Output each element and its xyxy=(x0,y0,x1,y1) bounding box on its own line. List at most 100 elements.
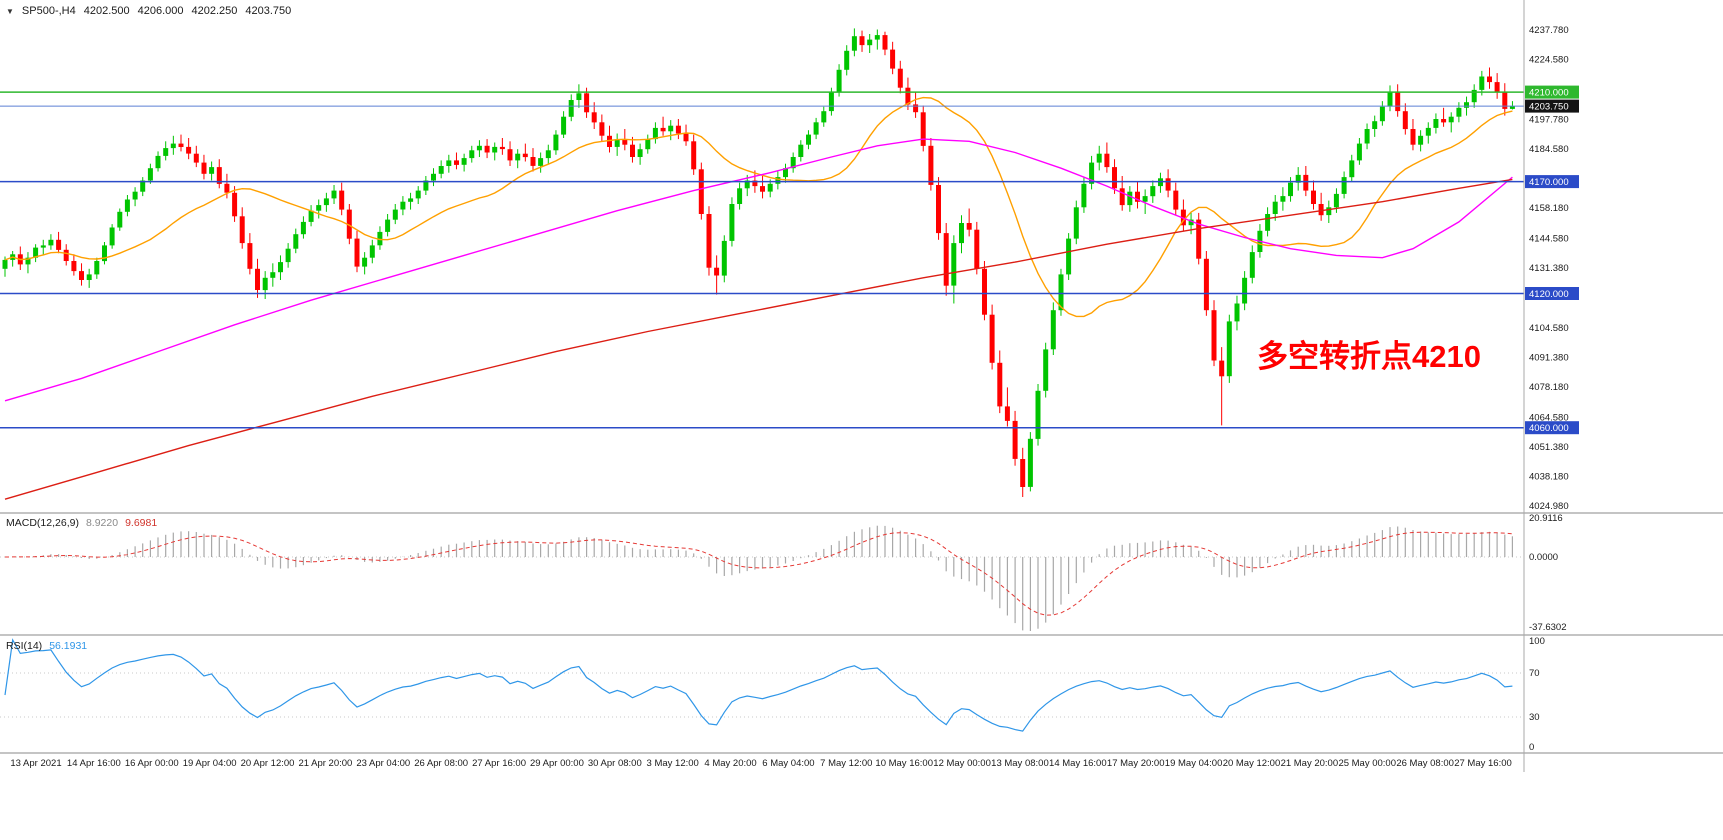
candle xyxy=(568,100,574,117)
candle xyxy=(897,68,903,88)
svg-text:0.0000: 0.0000 xyxy=(1529,552,1558,563)
svg-text:4158.180: 4158.180 xyxy=(1529,203,1569,214)
candle xyxy=(698,169,704,214)
candle xyxy=(1188,219,1194,226)
candle xyxy=(1502,92,1508,109)
candle xyxy=(423,180,429,191)
candle xyxy=(63,249,69,261)
panel-separator[interactable] xyxy=(0,752,1723,754)
ohlc-high: 4206.000 xyxy=(137,5,184,17)
candle xyxy=(216,167,222,184)
candle xyxy=(1219,360,1225,377)
candle xyxy=(86,274,92,280)
candle xyxy=(553,134,559,151)
svg-text:4210.000: 4210.000 xyxy=(1529,88,1569,99)
svg-text:4131.380: 4131.380 xyxy=(1529,263,1569,274)
candle xyxy=(1418,135,1424,145)
panel-separator[interactable] xyxy=(0,634,1723,636)
candle xyxy=(1341,177,1347,194)
svg-text:4104.580: 4104.580 xyxy=(1529,323,1569,334)
svg-text:4197.780: 4197.780 xyxy=(1529,115,1569,126)
candle xyxy=(783,168,788,178)
svg-text:25 May 00:00: 25 May 00:00 xyxy=(1338,758,1396,769)
svg-text:70: 70 xyxy=(1529,668,1540,679)
candle xyxy=(1050,310,1056,350)
candle xyxy=(1494,82,1500,93)
candle xyxy=(1043,349,1049,391)
candle xyxy=(675,125,681,134)
candle xyxy=(1425,127,1431,136)
candle xyxy=(392,209,398,220)
svg-text:4060.000: 4060.000 xyxy=(1529,423,1569,434)
candle xyxy=(1379,106,1385,122)
candle xyxy=(905,87,911,105)
candle xyxy=(828,92,834,112)
svg-text:-37.6302: -37.6302 xyxy=(1529,622,1567,633)
candle xyxy=(1135,191,1140,202)
candle xyxy=(415,190,421,199)
rsi-line xyxy=(4,638,1513,732)
candle xyxy=(622,139,628,145)
svg-text:6 May 04:00: 6 May 04:00 xyxy=(762,758,814,769)
panel-separator[interactable] xyxy=(0,512,1723,514)
candle xyxy=(982,268,987,315)
candle xyxy=(538,158,544,166)
candle xyxy=(1203,258,1209,311)
svg-text:4120.000: 4120.000 xyxy=(1529,289,1569,300)
candle xyxy=(775,177,781,184)
candle xyxy=(813,122,819,135)
candle xyxy=(492,146,498,153)
candle xyxy=(1035,390,1041,439)
candle xyxy=(1012,420,1018,459)
candle xyxy=(1333,193,1339,208)
candle xyxy=(729,204,735,241)
svg-text:12 May 00:00: 12 May 00:00 xyxy=(933,758,991,769)
candle xyxy=(790,157,796,169)
candle xyxy=(1027,438,1033,487)
ohlc-low: 4202.250 xyxy=(191,5,238,17)
candle xyxy=(1226,321,1232,377)
candle xyxy=(1150,186,1156,197)
candle xyxy=(170,143,176,149)
candle xyxy=(1479,76,1485,90)
candle xyxy=(913,104,919,113)
candle xyxy=(346,209,352,239)
macd-main-value: 8.9220 xyxy=(85,517,119,529)
candle xyxy=(645,139,651,150)
candle xyxy=(920,112,926,146)
time-axis: 13 Apr 2021 14 Apr 16:00 16 Apr 00:00 19 Ap… xyxy=(10,758,1511,769)
candle xyxy=(94,261,100,275)
candle xyxy=(1509,106,1515,109)
candle xyxy=(193,153,199,163)
candle xyxy=(744,180,750,189)
candle xyxy=(1104,153,1110,168)
svg-text:4203.750: 4203.750 xyxy=(1529,102,1569,113)
candle xyxy=(1173,190,1179,210)
candle xyxy=(1288,182,1293,197)
svg-text:4170.000: 4170.000 xyxy=(1529,177,1569,188)
svg-text:4024.980: 4024.980 xyxy=(1529,501,1569,512)
candle xyxy=(1142,196,1148,202)
chart-annotation[interactable]: 多空转折点4210 xyxy=(1257,339,1481,374)
window-menu-icon[interactable]: ▼ xyxy=(6,6,14,16)
candle xyxy=(1096,153,1102,163)
candle xyxy=(339,190,345,210)
candle xyxy=(484,145,490,153)
candle xyxy=(1066,238,1072,275)
svg-text:26 Apr 08:00: 26 Apr 08:00 xyxy=(414,758,468,769)
svg-text:4224.580: 4224.580 xyxy=(1529,55,1569,66)
candle xyxy=(285,248,291,263)
svg-text:100: 100 xyxy=(1529,636,1545,647)
candle xyxy=(1303,174,1309,191)
price-badge xyxy=(1525,287,1579,300)
candle xyxy=(1349,160,1355,178)
candle xyxy=(989,314,995,363)
svg-text:27 May 16:00: 27 May 16:00 xyxy=(1454,758,1512,769)
candle xyxy=(1081,183,1087,208)
svg-text:4064.580: 4064.580 xyxy=(1529,412,1569,423)
svg-text:7 May 12:00: 7 May 12:00 xyxy=(820,758,872,769)
candle xyxy=(140,180,146,192)
candle xyxy=(1387,92,1393,107)
ohlc-open: 4202.500 xyxy=(83,5,130,17)
